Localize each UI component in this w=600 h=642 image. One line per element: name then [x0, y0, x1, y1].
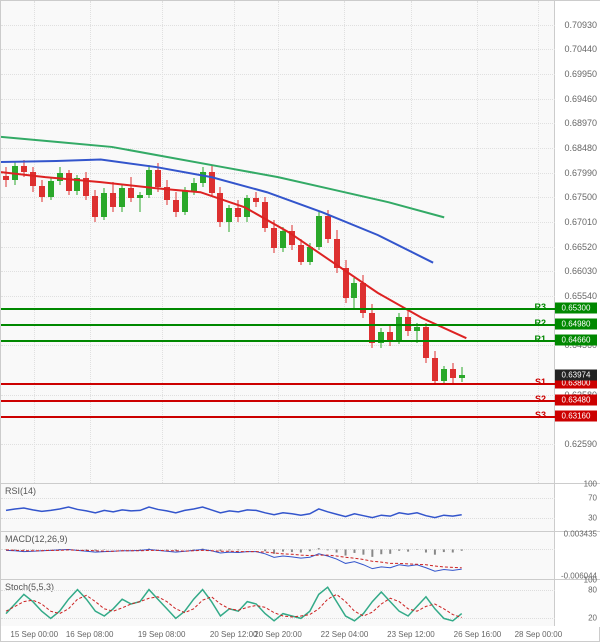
sr-price-r2: 0.64980 [555, 319, 597, 330]
x-tick-label: 23 Sep 12:00 [387, 630, 435, 639]
grid-line [411, 1, 412, 483]
rsi-y-axis: 100 70 30 [555, 483, 600, 531]
sr-line-s3 [1, 416, 555, 418]
x-tick-label: 15 Sep 00:00 [10, 630, 58, 639]
sr-price-r3: 0.65300 [555, 302, 597, 313]
macd-line [6, 549, 462, 571]
chart-container: R3 R2 R1 S1 S2 S3 0.70930 0.70440 0.69950 0.6946… [0, 0, 600, 642]
sr-line-s1 [1, 383, 555, 385]
y-tick-label: 0.66030 [564, 266, 597, 276]
grid-line [278, 1, 279, 483]
y-tick-label: 0.68480 [564, 143, 597, 153]
y-tick-label: 0.70930 [564, 20, 597, 30]
sr-line-r3 [1, 308, 555, 310]
y-tick-label: 0.70440 [564, 44, 597, 54]
sr-price-s3: 0.63160 [555, 410, 597, 421]
sr-line-r2 [1, 324, 555, 326]
sr-label-s3: S3 [535, 410, 546, 420]
y-tick-label: 0.67500 [564, 192, 597, 202]
y-tick-label: 0.67010 [564, 217, 597, 227]
current-price-tag: 0.63974 [555, 369, 597, 380]
macd-y-axis: 0.003435-0.006044 [555, 531, 600, 579]
y-tick-label: 0.66520 [564, 242, 597, 252]
main-price-chart[interactable]: R3 R2 R1 S1 S2 S3 [1, 1, 555, 483]
y-tick-label: 0.68970 [564, 118, 597, 128]
macd-tick: 0.003435 [564, 530, 597, 539]
rsi-tick: 70 [588, 494, 597, 503]
x-tick-label: 26 Sep 16:00 [454, 630, 502, 639]
sr-label-r1: R1 [534, 334, 546, 344]
x-tick-label: 16 Sep 08:00 [66, 630, 114, 639]
sr-price-r1: 0.64660 [555, 335, 597, 346]
sr-label-r3: R3 [534, 302, 546, 312]
stoch-tick: 100 [584, 576, 597, 585]
sr-price-s2: 0.63480 [555, 394, 597, 405]
rsi-panel[interactable]: RSI(14) [1, 483, 555, 531]
sr-line-s2 [1, 400, 555, 402]
sr-line-r1 [1, 340, 555, 342]
sr-label-s2: S2 [535, 394, 546, 404]
y-tick-label: 0.65540 [564, 291, 597, 301]
stoch-tick: 80 [588, 585, 597, 594]
rsi-tick: 100 [584, 480, 597, 489]
grid-line [477, 1, 478, 483]
y-tick-label: 0.69460 [564, 94, 597, 104]
grid-line [162, 1, 163, 483]
x-tick-label: 20 Sep 20:00 [254, 630, 302, 639]
sr-label-r2: R2 [534, 318, 546, 328]
sr-label-s1: S1 [535, 377, 546, 387]
y-tick-label: 0.69950 [564, 69, 597, 79]
x-tick-label: 22 Sep 04:00 [321, 630, 369, 639]
stoch-y-axis: 10080 20 [555, 579, 600, 627]
rsi-line [6, 507, 462, 518]
x-tick-label: 28 Sep 00:00 [515, 630, 563, 639]
grid-line [90, 1, 91, 483]
y-tick-label: 0.67990 [564, 168, 597, 178]
stoch-panel[interactable]: Stoch(5,5,3) [1, 579, 555, 627]
x-tick-label: 20 Sep 12:00 [210, 630, 258, 639]
stoch-k-line [6, 587, 462, 621]
y-tick-label: 0.62590 [564, 439, 597, 449]
macd-panel[interactable]: MACD(12,26,9) [1, 531, 555, 579]
stoch-tick: 20 [588, 614, 597, 623]
x-tick-label: 19 Sep 08:00 [138, 630, 186, 639]
rsi-tick: 30 [588, 513, 597, 522]
time-x-axis: 15 Sep 00:00 16 Sep 08:00 19 Sep 08:00 20 S… [1, 626, 555, 641]
